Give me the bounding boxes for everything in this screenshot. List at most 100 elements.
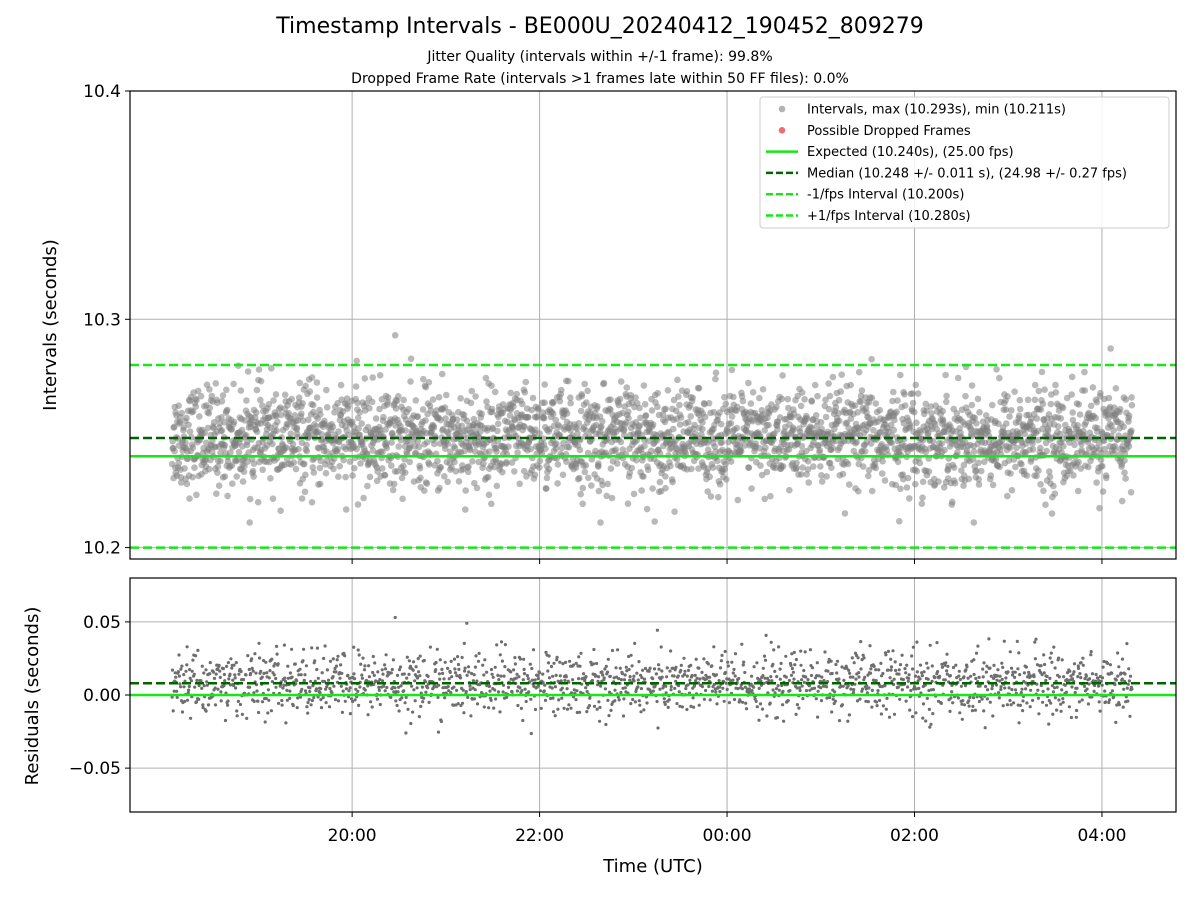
residual-point	[332, 684, 336, 688]
residual-point	[761, 674, 765, 678]
residual-point	[865, 691, 870, 695]
residual-point	[464, 690, 468, 694]
interval-point	[814, 392, 821, 400]
residual-point	[665, 675, 669, 679]
interval-point	[625, 414, 632, 422]
residual-point	[550, 686, 554, 690]
interval-point	[954, 374, 962, 382]
interval-point	[205, 410, 213, 417]
residual-point	[260, 700, 265, 704]
residual-point	[254, 671, 258, 675]
residual-point	[949, 696, 953, 700]
residual-point	[628, 675, 632, 679]
residual-point	[664, 684, 668, 688]
interval-point	[962, 392, 969, 400]
residual-point	[277, 701, 281, 706]
residual-point	[288, 671, 292, 675]
interval-point	[302, 382, 309, 390]
residual-point	[906, 679, 910, 683]
interval-point	[649, 485, 656, 492]
interval-point	[302, 471, 309, 479]
interval-point	[296, 379, 304, 387]
interval-point	[201, 429, 208, 437]
interval-point	[904, 474, 912, 482]
residual-point	[351, 699, 355, 704]
residual-point	[714, 673, 719, 677]
interval-point	[1112, 385, 1120, 392]
interval-point	[308, 499, 316, 506]
residual-point	[555, 658, 559, 662]
bottom-panel-points	[170, 615, 1134, 736]
interval-point	[354, 414, 362, 422]
interval-point	[521, 389, 529, 396]
residual-point	[637, 660, 641, 664]
interval-point	[1046, 473, 1054, 481]
residual-point	[248, 685, 252, 689]
residual-point	[1024, 687, 1028, 691]
residual-point	[530, 666, 534, 671]
residual-point	[320, 671, 324, 675]
interval-point	[559, 471, 567, 479]
residual-point	[1059, 702, 1063, 706]
residual-point	[1076, 675, 1080, 679]
residual-point	[1076, 666, 1081, 671]
residual-point	[549, 664, 554, 669]
residual-point	[996, 668, 1000, 672]
interval-point	[488, 405, 496, 413]
residual-point	[673, 686, 677, 691]
residual-point	[319, 698, 323, 702]
interval-point	[960, 482, 967, 490]
residual-point	[694, 657, 698, 661]
residual-point	[875, 704, 879, 708]
residual-point	[847, 713, 852, 717]
residual-point	[840, 665, 844, 669]
interval-point	[1074, 422, 1081, 429]
residual-point	[590, 678, 595, 683]
residual-point	[786, 699, 790, 703]
residual-point	[553, 714, 557, 718]
residual-point	[1117, 665, 1121, 669]
residual-point	[571, 663, 576, 667]
interval-point	[516, 480, 523, 488]
interval-point	[267, 475, 274, 482]
interval-point	[935, 478, 942, 485]
residual-point	[664, 691, 668, 695]
residual-point	[563, 678, 567, 683]
interval-point	[1042, 501, 1049, 509]
interval-point	[638, 487, 645, 494]
residual-point	[334, 670, 338, 674]
residual-point	[579, 651, 583, 655]
residual-point	[820, 675, 824, 679]
residual-point	[250, 666, 254, 671]
residual-point	[686, 683, 690, 687]
residual-point	[362, 668, 367, 672]
residual-point	[301, 659, 305, 663]
residual-point	[792, 677, 796, 681]
residual-point	[217, 663, 221, 668]
residual-point	[285, 698, 289, 702]
interval-point	[1096, 504, 1103, 512]
interval-point	[855, 488, 862, 495]
residual-point	[572, 688, 576, 692]
residual-point	[743, 685, 747, 689]
residual-point	[1099, 679, 1103, 683]
interval-point	[463, 417, 471, 425]
top-y-tick-label-1: 10.3	[83, 310, 121, 330]
residual-point	[840, 703, 845, 707]
interval-point	[269, 495, 277, 503]
residual-point	[870, 688, 874, 693]
residual-point	[528, 662, 532, 666]
interval-point	[493, 482, 501, 490]
residual-point	[731, 678, 735, 682]
interval-point	[218, 398, 226, 405]
residual-point	[205, 680, 209, 684]
residual-point	[536, 677, 540, 681]
residual-point	[806, 678, 810, 682]
interval-point	[799, 464, 806, 471]
residual-point	[986, 688, 990, 692]
residual-point	[458, 676, 463, 680]
interval-point	[468, 387, 476, 395]
residual-point	[1093, 683, 1097, 688]
residual-point	[676, 674, 680, 678]
interval-point	[701, 413, 709, 421]
